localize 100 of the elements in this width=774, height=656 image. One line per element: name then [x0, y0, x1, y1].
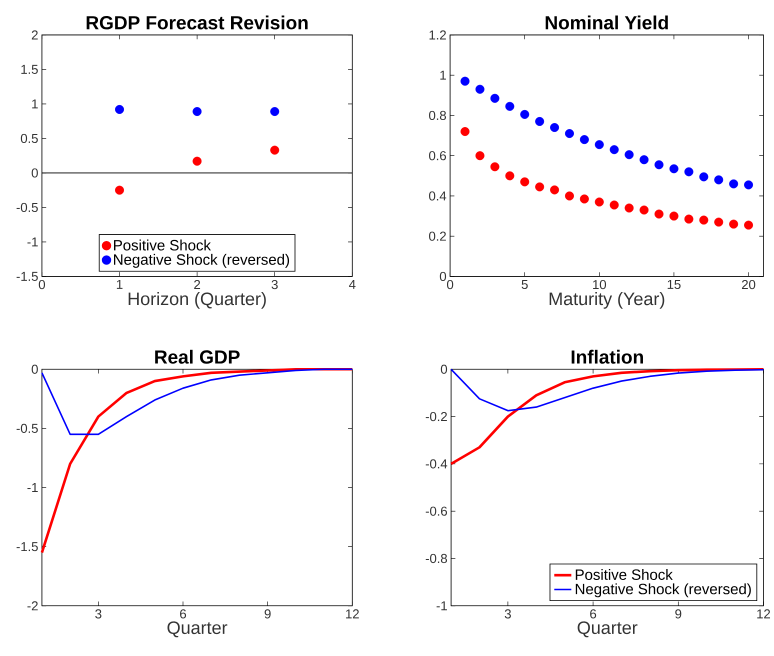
x-axis-title: Quarter — [168, 622, 228, 638]
point — [505, 171, 514, 180]
point — [192, 107, 202, 116]
y-tick-label: 0 — [32, 168, 38, 178]
x-tick-label: 10 — [593, 280, 606, 290]
point — [610, 145, 619, 154]
y-tick-label: -2 — [27, 601, 38, 610]
x-tick-label: 12 — [757, 609, 770, 619]
point — [270, 146, 280, 155]
point — [115, 105, 124, 114]
y-tick-label: 1 — [440, 70, 446, 80]
y-tick-label: 0 — [32, 364, 38, 374]
point — [520, 178, 530, 187]
chart-title: Inflation — [572, 350, 643, 364]
point — [654, 210, 664, 219]
x-tick-label: 0 — [446, 280, 454, 290]
point — [594, 198, 604, 207]
point — [640, 206, 649, 215]
point — [640, 155, 649, 164]
y-tick-label: 0.4 — [429, 192, 446, 201]
x-tick-label: 6 — [180, 609, 186, 619]
point — [729, 180, 738, 189]
x-tick-label: 9 — [675, 609, 682, 619]
point — [699, 172, 708, 182]
point — [594, 140, 604, 150]
x-tick-label: 4 — [348, 280, 356, 290]
y-tick-label: -1.5 — [16, 272, 38, 282]
chart-title: Nominal Yield — [546, 16, 668, 30]
point — [564, 129, 574, 138]
point — [669, 164, 678, 174]
point — [699, 216, 708, 225]
y-tick-label: 0.5 — [20, 134, 38, 144]
y-tick-label: 0 — [440, 364, 448, 374]
point — [580, 194, 589, 204]
y-tick-label: 0.2 — [429, 232, 446, 241]
y-tick-label: 1.2 — [430, 30, 446, 40]
x-tick-label: 15 — [668, 280, 681, 290]
y-tick-label: 2 — [32, 30, 38, 40]
y-tick-label: 0.6 — [429, 151, 446, 160]
point — [115, 186, 124, 195]
point — [535, 182, 544, 192]
x-axis-title: Quarter — [578, 622, 638, 638]
point — [580, 135, 589, 144]
x-axis-title: Horizon (Quarter) — [128, 292, 266, 309]
point — [610, 200, 619, 210]
line-series — [41, 368, 354, 436]
y-tick-label: -1.5 — [16, 542, 38, 552]
point — [684, 167, 694, 176]
x-tick-label: 3 — [95, 609, 102, 619]
point — [460, 127, 470, 136]
point — [192, 156, 202, 166]
y-tick-label: -0.6 — [426, 506, 448, 516]
y-tick-label: -0.2 — [426, 412, 447, 422]
point — [714, 176, 724, 184]
y-tick-label: -1 — [436, 601, 447, 610]
y-tick-label: -0.8 — [426, 554, 448, 564]
point — [505, 102, 514, 112]
point — [744, 220, 754, 230]
point — [460, 76, 470, 86]
x-tick-label: 1 — [116, 280, 122, 290]
x-tick-label: 3 — [504, 609, 511, 619]
y-tick-label: -1 — [27, 483, 38, 492]
point — [270, 107, 280, 116]
y-tick-label: -1 — [27, 238, 38, 247]
point — [654, 160, 664, 170]
chart-title: RGDP Forecast Revision — [86, 16, 308, 30]
x-axis-title: Maturity (Year) — [550, 292, 664, 309]
legend-label: Negative Shock (reversed) — [114, 254, 290, 268]
point — [550, 123, 560, 132]
x-tick-label: 20 — [742, 280, 756, 290]
point — [535, 117, 544, 126]
legend-label: Positive Shock — [576, 569, 673, 580]
point — [714, 218, 724, 227]
x-tick-label: 9 — [264, 609, 271, 619]
point — [564, 192, 574, 201]
point — [490, 94, 500, 103]
legend-label: Negative Shock (reversed) — [576, 583, 751, 598]
point — [550, 186, 560, 195]
point — [475, 84, 484, 94]
x-tick-label: 2 — [194, 280, 200, 290]
y-tick-label: -0.4 — [426, 459, 448, 469]
y-tick-label: 1.5 — [21, 65, 38, 74]
point — [475, 151, 484, 160]
y-tick-label: 0 — [440, 272, 446, 282]
legend-label: Positive Shock — [114, 240, 211, 251]
y-tick-label: 0.8 — [429, 111, 446, 120]
x-tick-label: 5 — [522, 280, 528, 290]
x-tick-label: 6 — [590, 609, 596, 619]
point — [624, 204, 634, 213]
point — [669, 212, 678, 221]
point — [729, 220, 738, 229]
y-tick-label: 1 — [32, 100, 38, 109]
x-tick-label: 12 — [346, 609, 359, 619]
point — [520, 110, 530, 120]
point — [624, 150, 634, 160]
point — [744, 180, 754, 190]
point — [490, 162, 500, 172]
y-tick-label: -0.5 — [16, 424, 38, 434]
y-tick-label: -0.5 — [16, 203, 38, 212]
x-tick-label: 0 — [38, 280, 46, 290]
